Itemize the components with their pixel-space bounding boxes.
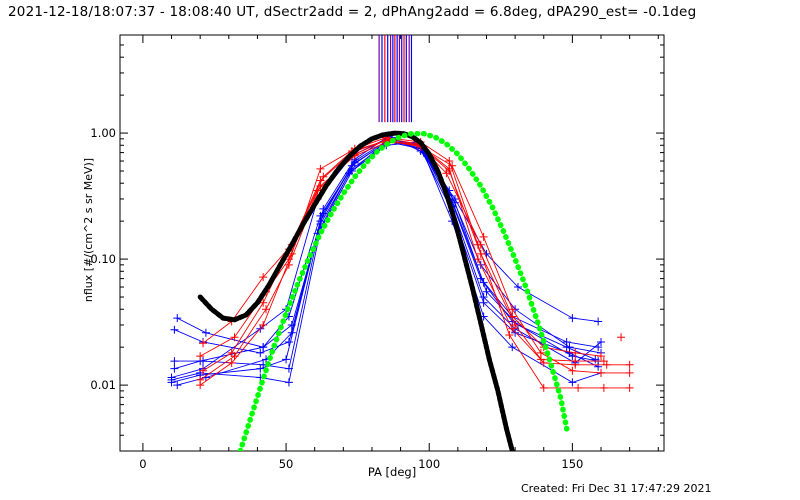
data-point-marker [536,355,545,364]
data-point-marker [167,373,176,382]
data-point-marker [316,182,325,191]
data-point-marker [259,343,268,352]
data-point-marker [230,352,239,361]
fit-curve-black [197,130,515,451]
data-point-marker [259,273,268,282]
data-point-marker [597,337,606,346]
data-point-marker [230,333,239,342]
data-point-marker [597,368,606,377]
data-point-marker [617,333,626,342]
data-point-marker [562,337,571,346]
data-point-marker [350,158,359,167]
data-point-marker [479,293,488,302]
series-line [202,139,630,374]
data-point-marker [625,383,634,392]
data-point-marker [476,240,485,249]
data-point-marker [287,328,296,337]
x-tick-label: 150 [561,457,583,471]
data-point-marker [597,352,606,361]
data-point-marker [173,381,182,390]
data-point-marker [227,358,236,367]
series-line [174,140,599,370]
data-point-marker [482,287,491,296]
data-point-marker [505,330,514,339]
data-point-marker [445,164,454,173]
x-tick-label: 0 [139,457,146,471]
data-series [167,134,606,382]
axis-ticks: 0 50 100 150 0.01 0.10 1.00 [90,34,664,471]
x-tick-label: 100 [418,457,440,471]
data-point-marker [565,343,574,352]
data-point-marker [513,283,522,292]
data-point-marker [568,378,577,387]
data-point-marker [508,343,517,352]
data-point-marker [316,211,325,220]
series-line [199,142,604,381]
data-point-marker [284,260,293,269]
data-point-marker [262,305,271,314]
data-point-marker [319,172,328,181]
series-line [202,140,602,357]
data-point-marker [476,249,485,258]
data-point-marker [571,348,580,357]
data-point-marker [170,364,179,373]
series-line [171,138,602,378]
data-point-marker [199,366,208,375]
data-point-marker [259,298,268,307]
data-point-marker [479,232,488,241]
fit-curve-green [237,130,570,451]
data-point-marker [442,169,451,178]
created-timestamp: Created: Fri Dec 31 17:47:29 2021 [521,482,712,495]
data-point-marker [568,366,577,375]
data-point-marker [594,317,603,326]
data-series [173,131,603,390]
data-point-marker [284,364,293,373]
data-point-marker [599,357,608,366]
data-point-marker [170,325,179,334]
data-point-marker [256,364,265,373]
data-point-marker [282,355,291,364]
data-point-marker [284,337,293,346]
data-point-marker [508,312,517,321]
data-point-marker [284,378,293,387]
data-point-marker [539,383,548,392]
series-line [199,137,630,389]
data-point-marker [599,383,608,392]
y-axis-label: nflux [#/(cm^2 s sr MeV)] [82,158,95,302]
y-tick-label: 0.10 [90,252,116,266]
data-point-marker [196,375,205,384]
series-line [177,137,602,383]
x-axis-label: PA [deg] [368,465,416,479]
data-point-marker [196,352,205,361]
data-point-marker [574,383,583,392]
series-line [199,138,630,366]
data-point-marker [625,360,634,369]
data-series [167,137,603,387]
data-series [199,136,634,377]
data-point-marker [473,255,482,264]
data-point-marker [256,348,265,357]
data-point-marker [173,314,182,323]
data-point-marker [479,278,488,287]
data-point-marker [625,368,634,377]
y-tick-label: 0.01 [90,378,116,392]
data-series [196,134,634,369]
data-point-marker [170,357,179,366]
data-point-marker [508,324,517,333]
data-point-marker [568,314,577,323]
data-point-marker [199,339,208,348]
data-point-marker [316,164,325,173]
data-point-marker [201,328,210,337]
data-point-marker [571,357,580,366]
plot-frame [119,34,665,452]
x-tick-label: 50 [279,457,294,471]
y-tick-label: 1.00 [90,126,116,140]
series-line [174,139,602,364]
chart-title: 2021-12-18/18:07:37 - 18:08:40 UT, dSect… [8,4,697,20]
data-point-marker [259,320,268,329]
data-layer [167,35,634,451]
